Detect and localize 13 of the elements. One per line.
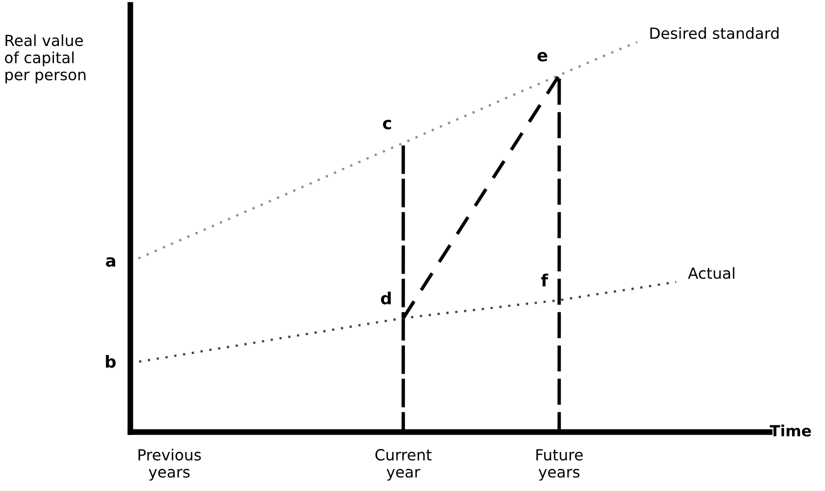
x-tick-label: Previous years: [138, 448, 201, 481]
annotation: e: [538, 52, 548, 62]
series-label: Actual: [688, 267, 734, 279]
text: b: [106, 354, 116, 368]
series-label: Desired standard: [650, 27, 779, 40]
y-axis-title: Real value of capital per person: [4, 34, 86, 84]
x-tick-label: Future years: [536, 449, 583, 481]
annotation: f: [541, 274, 548, 286]
x-axis-title: Time: [770, 424, 811, 437]
annotation: c: [382, 120, 392, 130]
text: a: [106, 257, 116, 267]
x-tick-label: Current year: [375, 449, 432, 481]
annotation: d: [380, 292, 391, 305]
